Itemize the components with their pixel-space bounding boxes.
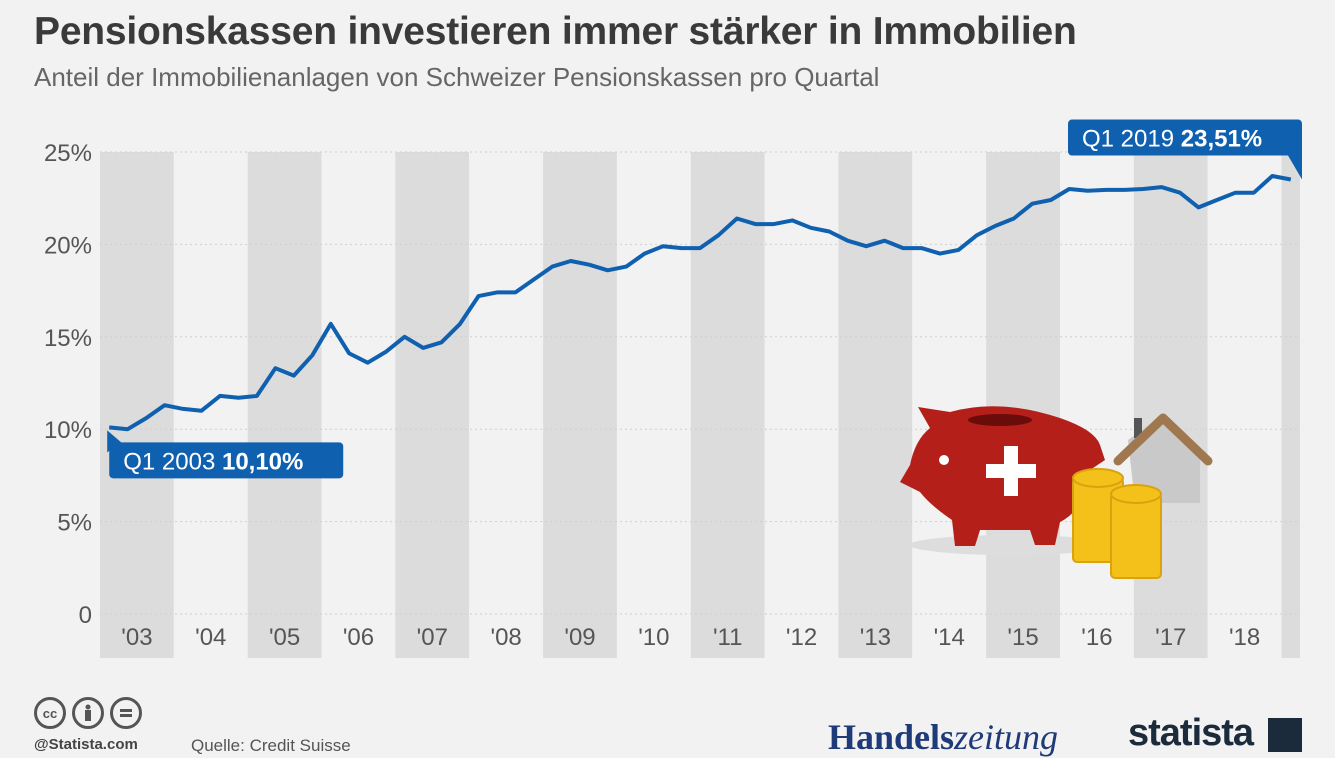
y-tick-label: 0: [79, 602, 92, 629]
x-tick-label: '09: [564, 624, 595, 651]
year-band: [1133, 152, 1208, 658]
by-icon: [72, 697, 104, 729]
year-band: [543, 152, 617, 658]
cc-icon: cc: [34, 697, 66, 729]
x-tick-label: '16: [1081, 624, 1112, 651]
y-tick-label: 10%: [44, 417, 92, 444]
piggy-bank-illustration: [900, 406, 1213, 579]
year-band: [1207, 152, 1282, 658]
annotation-label: Q1 2019 23,51%: [1082, 126, 1262, 153]
annotation-start: Q1 2003 10,10%: [107, 430, 344, 479]
x-tick-label: '04: [195, 624, 226, 651]
series-line: [109, 174, 1292, 432]
x-tick-label: '11: [713, 624, 743, 651]
y-tick-label: 5%: [57, 510, 92, 537]
x-tick-label: '14: [934, 624, 965, 651]
source-note: Quelle: Credit Suisse: [191, 736, 351, 755]
year-band: [764, 152, 839, 658]
annotation-end: Q1 2019 23,51%: [1068, 119, 1302, 180]
chart-subtitle: Anteil der Immobilienanlagen von Schweiz…: [34, 62, 880, 92]
year-band: [1060, 152, 1134, 658]
year-band: [1281, 152, 1300, 658]
x-tick-label: '12: [786, 624, 817, 651]
statista-logo: statista: [1128, 712, 1254, 754]
chart-title: Pensionskassen investieren immer stärker…: [34, 10, 1077, 53]
y-tick-label: 15%: [44, 325, 92, 352]
nd-icon: [110, 697, 142, 729]
x-tick-label: '15: [1007, 624, 1038, 651]
x-tick-label: '06: [343, 624, 374, 651]
year-band: [616, 152, 691, 658]
year-band: [690, 152, 765, 658]
x-tick-label: '17: [1155, 624, 1186, 651]
statista-logo-mark-icon: [1268, 718, 1302, 752]
year-band: [986, 152, 1060, 658]
statista-credit: @Statista.com: [34, 736, 138, 753]
year-band: [838, 152, 913, 658]
year-band: [912, 152, 987, 658]
y-tick-label: 20%: [44, 232, 92, 259]
annotation-label: Q1 2003 10,10%: [123, 448, 303, 475]
x-tick-label: '10: [638, 624, 669, 651]
handelszeitung-logo: Handelszeitung: [828, 717, 1059, 757]
x-tick-label: '05: [269, 624, 300, 651]
year-band: [469, 152, 544, 658]
year-band: [321, 152, 396, 658]
x-tick-label: '18: [1229, 624, 1260, 651]
year-band: [247, 152, 322, 658]
x-tick-label: '07: [417, 624, 448, 651]
x-tick-label: '13: [860, 624, 891, 651]
y-tick-label: 25%: [44, 140, 92, 167]
license-icons: cc: [34, 697, 142, 729]
x-tick-label: '08: [491, 624, 522, 651]
x-tick-label: '03: [121, 624, 152, 651]
year-band: [395, 152, 470, 658]
